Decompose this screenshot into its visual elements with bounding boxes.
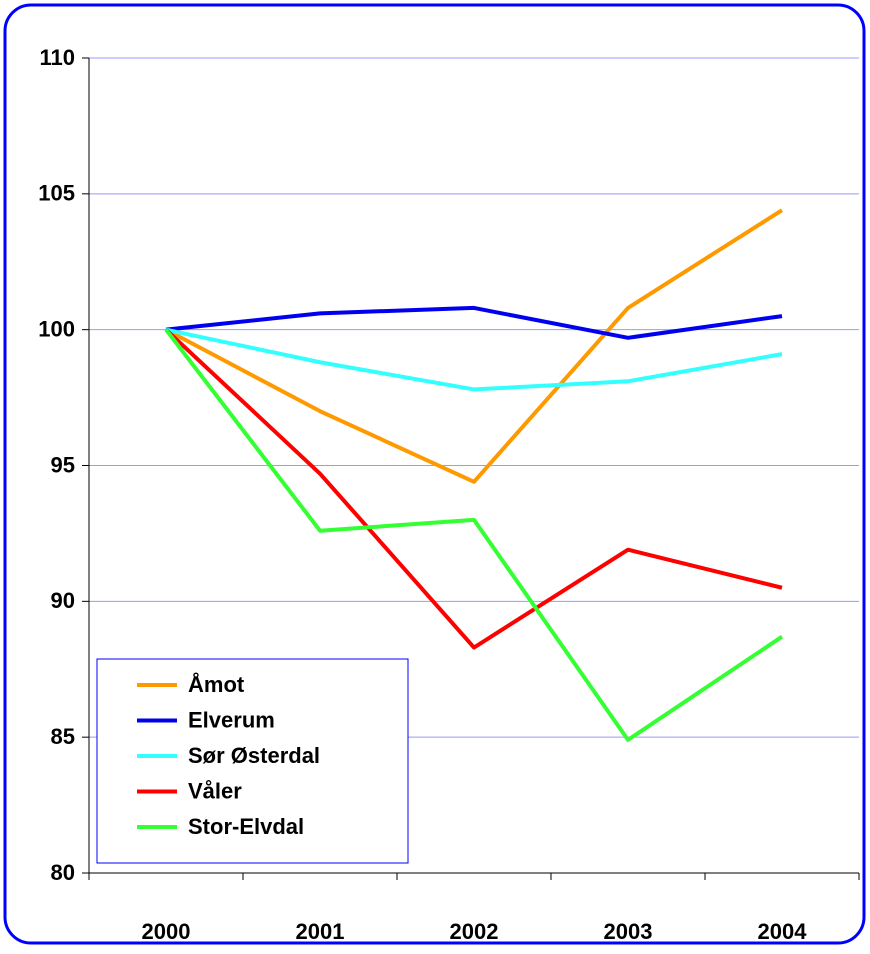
legend-label: Elverum (188, 707, 275, 732)
y-tick-label: 90 (51, 588, 75, 613)
y-tick-label: 110 (40, 45, 76, 70)
series-line (164, 328, 784, 742)
series-line (165, 305, 783, 340)
x-tick-label: 2003 (604, 919, 653, 944)
x-tick-label: 2000 (142, 919, 191, 944)
series-line (164, 328, 783, 650)
legend-label: Åmot (188, 671, 245, 697)
series-line (165, 327, 783, 392)
y-tick-label: 95 (51, 452, 75, 477)
x-tick-label: 2001 (296, 919, 345, 944)
y-tick-label: 100 (38, 316, 75, 341)
legend-label: Stor-Elvdal (188, 814, 304, 839)
y-tick-label: 85 (51, 724, 75, 749)
x-tick-label: 2004 (758, 919, 808, 944)
y-tick-label: 80 (51, 860, 75, 885)
legend: Åmot Elverum Sør Østerdal Våler Stor-Elvdal (96, 658, 409, 864)
legend-label: Sør Østerdal (188, 743, 320, 768)
legend-label: Våler (188, 778, 242, 803)
series-line (165, 208, 784, 484)
y-tick-label: 105 (38, 181, 75, 206)
x-tick-label: 2002 (450, 919, 499, 944)
